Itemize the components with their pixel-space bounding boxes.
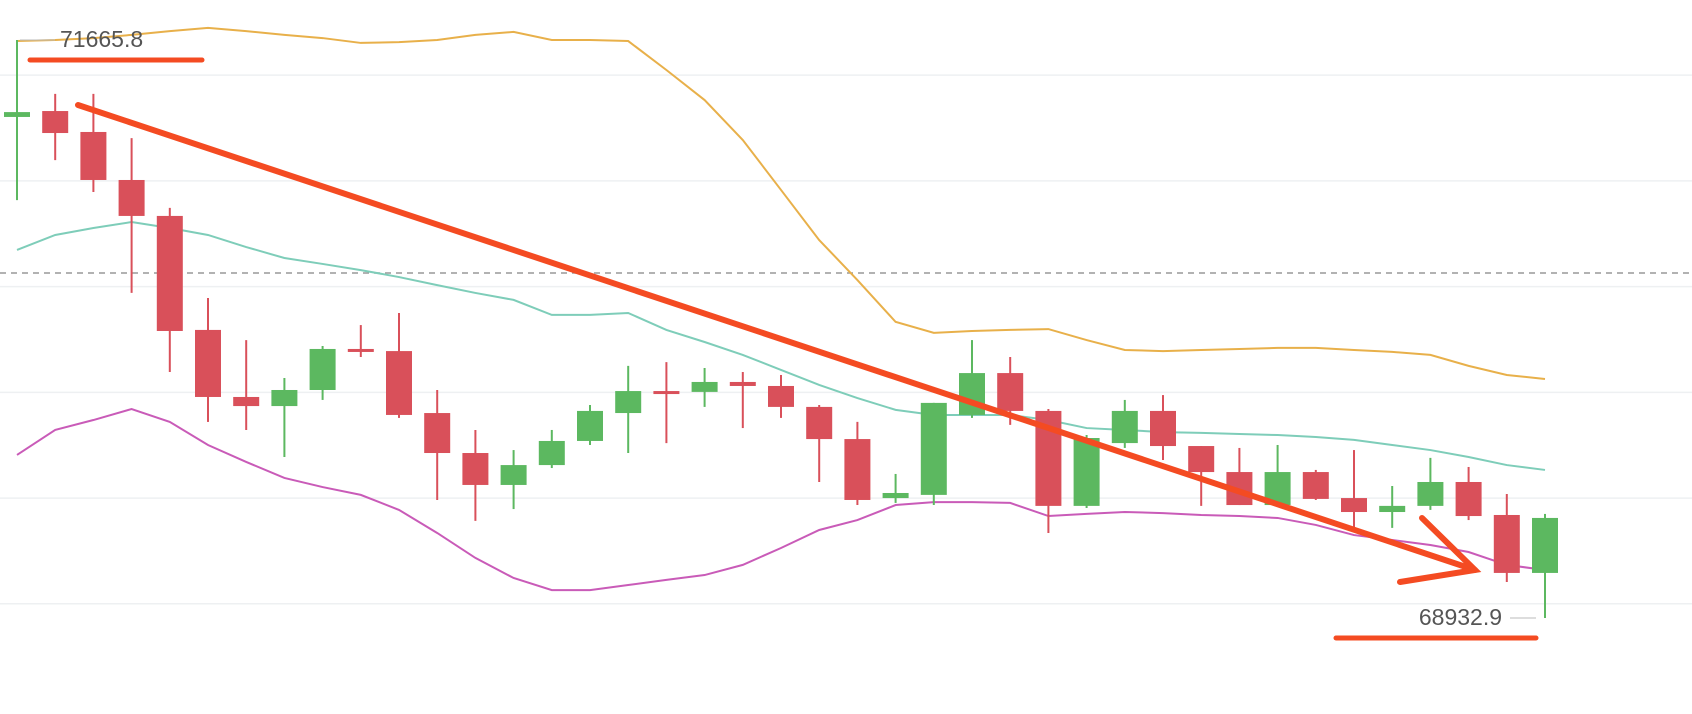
candle-body <box>538 440 565 466</box>
candle-body <box>386 351 412 415</box>
candle-body <box>271 389 298 407</box>
candle-body <box>844 439 871 500</box>
chart-background <box>0 74 1692 605</box>
candle-body <box>233 396 260 407</box>
candle-body <box>1150 410 1176 447</box>
candle-body <box>1341 498 1367 513</box>
candle-body <box>997 373 1024 411</box>
band-line <box>16 407 1546 592</box>
candle-body <box>4 112 30 117</box>
candle-body <box>768 385 794 407</box>
candle-body <box>424 413 451 454</box>
band-line <box>16 26 1546 380</box>
candle-body <box>615 391 642 414</box>
candle-body <box>1379 505 1406 513</box>
trend-arrow <box>75 102 1478 573</box>
candle-body <box>729 381 756 386</box>
price-label: 68932.9 <box>1419 604 1502 630</box>
candle-body <box>500 465 527 485</box>
hand-annotations <box>27 57 1539 641</box>
candle-body <box>80 131 107 180</box>
candle-body <box>1493 514 1520 573</box>
candle-body <box>577 410 603 441</box>
band-line <box>16 221 1546 471</box>
candle-body <box>347 348 374 352</box>
candle-body <box>462 453 489 485</box>
candle-body <box>195 329 221 397</box>
candle-body <box>691 381 718 392</box>
plot-area: 71665.8 68932.9 <box>4 26 1558 630</box>
price-label: 71665.8 <box>60 26 143 52</box>
candle-body <box>1188 446 1215 473</box>
candle-body <box>920 402 947 495</box>
candle-body <box>156 215 183 331</box>
candle-body <box>1073 438 1100 506</box>
candle-body <box>1302 472 1329 499</box>
arrow-head <box>1397 515 1482 585</box>
candle-body <box>882 492 909 499</box>
candle-body <box>653 391 680 395</box>
candle-body <box>1417 481 1444 506</box>
candle-body <box>42 111 69 134</box>
candle-body <box>1532 517 1558 573</box>
candle-body <box>806 406 833 440</box>
candle-body <box>309 348 336 390</box>
candle-body <box>1111 410 1138 444</box>
candle-body <box>1455 481 1482 517</box>
candle-body <box>118 179 145 216</box>
